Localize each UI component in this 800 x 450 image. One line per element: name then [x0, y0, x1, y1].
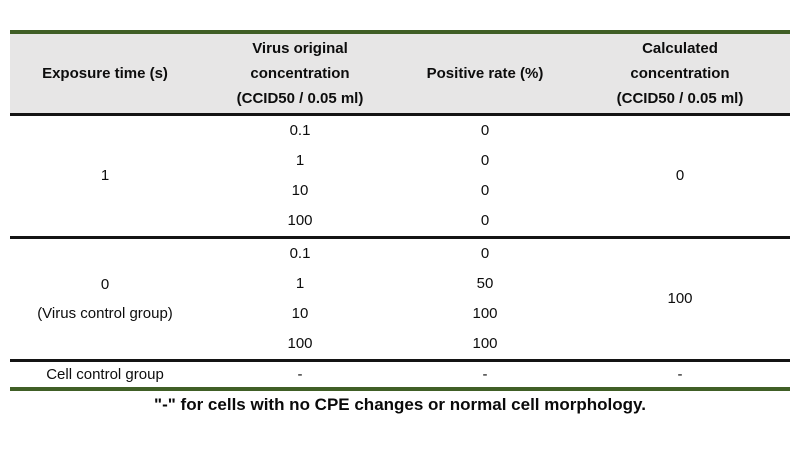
table-row: 10 0 — [10, 176, 790, 206]
header-line: concentration — [630, 65, 730, 82]
header-line: (CCID50 / 0.05 ml) — [616, 90, 744, 107]
table-body: 1 0.1 0 0 1 0 10 0 100 0 0 (Virus c — [10, 114, 790, 391]
table-row: 10 100 — [10, 299, 790, 329]
header-cell-positive-rate: Positive rate (%) — [400, 30, 570, 116]
table-row: 100 100 — [10, 329, 790, 361]
table-row: 1 0.1 0 0 — [10, 114, 790, 238]
conc-cell: 1 — [200, 146, 400, 176]
group2-calculated-cell: 100 — [570, 236, 790, 361]
results-table-figure: Exposure time (s) Virus original concent… — [10, 30, 790, 415]
group2-label-cell: 0 (Virus control group) — [10, 236, 200, 361]
conc-cell: 0.1 — [200, 236, 400, 269]
cell-control-rate: - — [400, 359, 570, 391]
header-line: concentration — [250, 65, 350, 82]
conc-cell: 0.1 — [200, 114, 400, 146]
header-line: Virus original — [252, 40, 348, 57]
table-row: 0 (Virus control group) 0.1 0 100 — [10, 236, 790, 361]
rate-cell: 0 — [400, 114, 570, 146]
header-cell-exposure-time: Exposure time (s) — [10, 30, 200, 116]
rate-cell: 0 — [400, 206, 570, 238]
header-line: (CCID50 / 0.05 ml) — [236, 90, 364, 107]
group2-label-line: 0 — [100, 276, 110, 293]
table-row: 100 0 — [10, 206, 790, 238]
rate-cell: 100 — [400, 299, 570, 329]
conc-cell: 10 — [200, 176, 400, 206]
header-cell-virus-concentration: Virus original concentration (CCID50 / 0… — [200, 30, 400, 116]
table-row: 1 50 — [10, 269, 790, 299]
table-header: Exposure time (s) Virus original concent… — [10, 30, 790, 116]
rate-cell: 0 — [400, 236, 570, 269]
conc-cell: 100 — [200, 329, 400, 361]
conc-cell: 100 — [200, 206, 400, 238]
rate-cell: 100 — [400, 329, 570, 361]
table-footnote: "-" for cells with no CPE changes or nor… — [154, 395, 646, 414]
table-row: Cell control group - - - — [10, 359, 790, 391]
cell-control-calculated: - — [570, 359, 790, 391]
group1-calculated-cell: 0 — [570, 114, 790, 238]
rate-cell: 50 — [400, 269, 570, 299]
rate-cell: 0 — [400, 146, 570, 176]
rate-cell: 0 — [400, 176, 570, 206]
group2-label-line: (Virus control group) — [37, 305, 173, 322]
header-line: Calculated — [642, 40, 718, 57]
conc-cell: 10 — [200, 299, 400, 329]
cell-control-conc: - — [200, 359, 400, 391]
cell-control-label: Cell control group — [10, 359, 200, 391]
group1-label-cell: 1 — [10, 114, 200, 238]
virus-inactivation-table: Exposure time (s) Virus original concent… — [10, 30, 790, 391]
header-cell-calculated-concentration: Calculated concentration (CCID50 / 0.05 … — [570, 30, 790, 116]
header-row: Exposure time (s) Virus original concent… — [10, 30, 790, 116]
table-row: 1 0 — [10, 146, 790, 176]
conc-cell: 1 — [200, 269, 400, 299]
